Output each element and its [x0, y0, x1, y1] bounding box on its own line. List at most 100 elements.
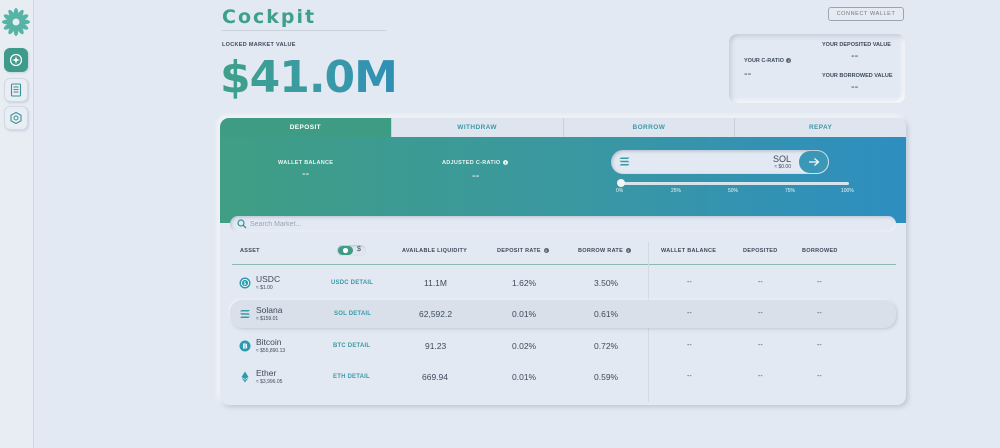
currency-toggle[interactable]: $ — [337, 245, 366, 256]
wallet-balance: -- — [687, 373, 692, 380]
available-liquidity: 11.1M — [424, 278, 447, 288]
col-wallet-balance: WALLET BALANCE — [661, 248, 717, 254]
borrowed: -- — [817, 373, 822, 380]
nav-protocol[interactable] — [4, 106, 28, 130]
ether-icon — [241, 371, 249, 383]
info-icon[interactable]: i — [625, 248, 631, 254]
wallet-balance-label: WALLET BALANCE — [278, 160, 334, 166]
table-row[interactable]: Solana ≈ $159.01 SOL DETAIL 62,592.2 0.0… — [230, 300, 896, 328]
amount-token: SOL — [772, 154, 791, 164]
usdc-detail-link[interactable]: USDC DETAIL — [331, 280, 374, 286]
borrowed-value: -- — [851, 81, 859, 93]
slider-tick: 50% — [728, 188, 739, 194]
sol-detail-link[interactable]: SOL DETAIL — [334, 311, 372, 317]
asset-price: ≈ $1.00 — [256, 285, 273, 291]
eth-detail-link[interactable]: ETH DETAIL — [333, 374, 370, 380]
slider-tick: 0% — [616, 188, 624, 194]
deposit-rate: 1.62% — [512, 278, 537, 288]
col-available-liquidity: AVAILABLE LIQUIDITY — [402, 248, 468, 254]
info-icon[interactable]: i — [786, 58, 792, 64]
table-row[interactable]: $ USDC ≈ $1.00 USDC DETAIL 11.1M 1.62% 3… — [230, 269, 896, 297]
col-deposited: DEPOSITED — [743, 248, 778, 254]
deposit-panel: WALLET BALANCE -- ADJUSTED C-RATIO i -- … — [220, 137, 906, 223]
asset-name: Ether — [256, 368, 277, 378]
asset-name: Bitcoin — [256, 337, 282, 347]
document-icon — [10, 83, 22, 97]
table-header-divider — [232, 264, 896, 265]
wallet-balance: -- — [687, 279, 692, 286]
tab-deposit[interactable]: DEPOSIT — [220, 118, 392, 137]
col-deposit-rate: DEPOSIT RATE i — [497, 248, 549, 254]
amount-slider[interactable] — [621, 182, 849, 185]
amount-input[interactable]: SOL ≈ $0.00 — [611, 150, 829, 174]
toggle-knob — [338, 246, 353, 255]
nav-cockpit[interactable] — [4, 48, 28, 72]
deposit-rate: 0.01% — [512, 309, 537, 319]
slider-tick: 75% — [785, 188, 796, 194]
usdc-icon: $ — [239, 277, 251, 289]
tab-withdraw[interactable]: WITHDRAW — [391, 118, 564, 137]
col-borrow-rate: BORROW RATE i — [578, 248, 631, 254]
shield-network-icon — [10, 111, 22, 125]
search-input[interactable] — [250, 218, 750, 230]
available-liquidity: 669.94 — [422, 372, 448, 382]
asset-price: ≈ $3,996.05 — [256, 379, 283, 385]
table-row[interactable]: B Bitcoin ≈ $55,890.13 BTC DETAIL 91.23 … — [230, 332, 896, 360]
info-icon[interactable]: i — [503, 160, 509, 166]
search-bar — [230, 216, 896, 232]
deposit-rate: 0.02% — [512, 341, 537, 351]
borrowed: -- — [817, 310, 822, 317]
slider-tick: 25% — [671, 188, 682, 194]
adjusted-c-ratio-label: ADJUSTED C-RATIO i — [442, 160, 509, 166]
tvl-value: $41.0M — [220, 52, 398, 103]
user-stats-card: YOUR C-RATIO i -- YOUR DEPOSITED VALUE -… — [729, 34, 905, 103]
deposited: -- — [758, 373, 763, 380]
submit-arrow-button[interactable] — [799, 151, 828, 173]
asset-name: USDC — [256, 274, 281, 284]
amount-usd-value: ≈ $0.00 — [774, 164, 791, 170]
c-ratio-value: -- — [744, 68, 752, 80]
arrow-right-icon — [808, 158, 819, 166]
borrow-rate: 0.59% — [594, 372, 619, 382]
toggle-dollar-label: $ — [357, 246, 361, 253]
btc-detail-link[interactable]: BTC DETAIL — [333, 343, 371, 349]
coin-icon — [342, 247, 349, 254]
adjusted-c-ratio-value: -- — [472, 170, 480, 182]
connect-wallet-button[interactable]: CONNECT WALLET — [828, 7, 904, 21]
col-borrowed: BORROWED — [802, 248, 838, 254]
slider-tick: 100% — [841, 188, 854, 194]
deposit-rate: 0.01% — [512, 372, 537, 382]
tab-repay[interactable]: REPAY — [735, 118, 906, 137]
borrowed: -- — [817, 342, 822, 349]
borrow-rate: 3.50% — [594, 278, 619, 288]
wallet-balance: -- — [687, 310, 692, 317]
action-tabs: DEPOSIT WITHDRAW BORROW REPAY — [220, 118, 906, 137]
deposited-value-label: YOUR DEPOSITED VALUE — [822, 42, 891, 48]
asset-name: Solana — [256, 305, 283, 315]
table-row[interactable]: Ether ≈ $3,996.05 ETH DETAIL 669.94 0.01… — [230, 363, 896, 391]
tab-borrow[interactable]: BORROW — [563, 118, 736, 137]
deposited: -- — [758, 310, 763, 317]
borrowed: -- — [817, 279, 822, 286]
asset-price: ≈ $55,890.13 — [256, 348, 286, 354]
solana-icon — [240, 310, 250, 318]
page-title: Cockpit — [222, 6, 317, 28]
borrowed-value-label: YOUR BORROWED VALUE — [822, 73, 893, 79]
borrow-rate: 0.61% — [594, 309, 619, 319]
logo-icon[interactable] — [2, 8, 30, 36]
deposited: -- — [758, 342, 763, 349]
wallet-balance: -- — [687, 342, 692, 349]
available-liquidity: 62,592.2 — [419, 309, 453, 319]
c-ratio-label: YOUR C-RATIO i — [744, 58, 792, 64]
asset-price: ≈ $159.01 — [256, 316, 279, 322]
info-icon[interactable]: i — [543, 248, 549, 254]
svg-text:$: $ — [243, 281, 246, 287]
deposited: -- — [758, 279, 763, 286]
deposited-value: -- — [851, 50, 859, 62]
sidebar — [0, 0, 34, 448]
solana-icon — [619, 157, 630, 166]
compass-icon — [9, 53, 23, 67]
slider-thumb[interactable] — [617, 179, 625, 187]
search-icon — [237, 219, 247, 229]
nav-transactions[interactable] — [4, 78, 28, 102]
